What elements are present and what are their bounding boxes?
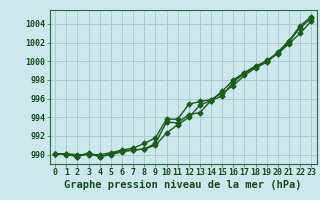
X-axis label: Graphe pression niveau de la mer (hPa): Graphe pression niveau de la mer (hPa) [64, 180, 302, 190]
